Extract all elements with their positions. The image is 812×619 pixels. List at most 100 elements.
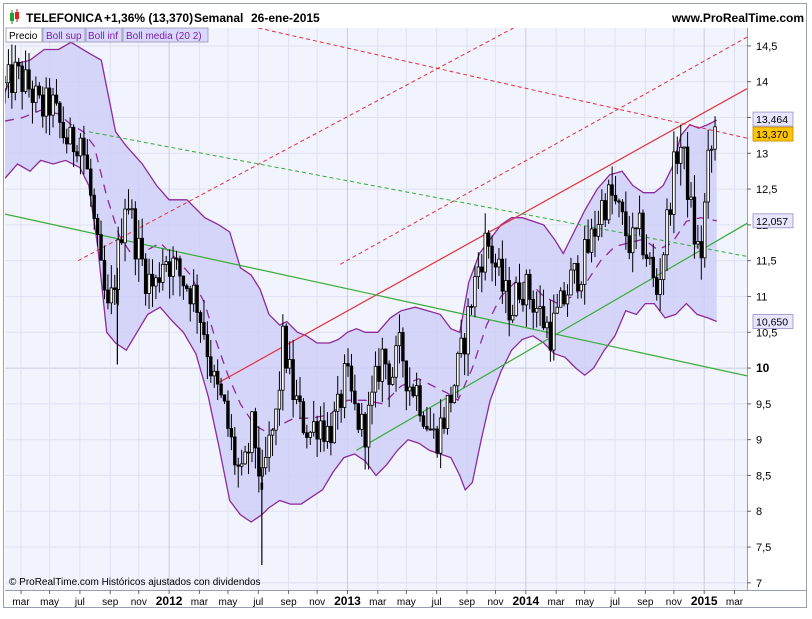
candle-body-down: [298, 395, 302, 403]
candle-body-up: [171, 257, 175, 277]
header-site[interactable]: www.ProRealTime.com: [671, 11, 804, 25]
candle-body-up: [545, 321, 549, 329]
candle-body-up: [342, 363, 347, 408]
candle-body-down: [528, 273, 532, 300]
x-tick-label: 2014: [512, 594, 539, 608]
candle-body-down: [699, 241, 704, 259]
candle-body-down: [47, 87, 52, 116]
candle-body-up: [452, 385, 457, 404]
candle-body-down: [30, 88, 35, 103]
y-tick-label: 7: [756, 578, 762, 590]
candle-body-down: [603, 200, 607, 221]
x-axis: mar may jul sep nov 2012 mar may jul sep nov 2013 ma…: [12, 590, 744, 608]
candle-body-down: [404, 360, 409, 392]
candle-body-up: [366, 404, 371, 448]
candle-body-up: [703, 201, 707, 259]
candle-body-down: [428, 428, 433, 431]
candle-body-up: [34, 85, 38, 103]
candle-body-up: [661, 254, 666, 281]
price-tag-box: [752, 314, 794, 329]
candle-body-up: [13, 61, 17, 93]
candle-body-down: [185, 285, 189, 290]
candle-body-down: [517, 282, 522, 300]
candle-body-up: [473, 276, 477, 308]
candle-body-down: [150, 273, 155, 287]
candle-body-down: [377, 365, 381, 382]
candle-body-up: [606, 184, 611, 221]
candle-body-up: [600, 200, 604, 225]
candle-body-down: [387, 363, 391, 385]
legend: Precio Boll sup Boll inf Boll media (20 …: [5, 27, 209, 43]
candle-body-down: [655, 277, 659, 295]
candle-body-up: [679, 146, 683, 164]
candle-body-up: [397, 332, 402, 347]
legend-boll-sup[interactable]: Boll sup: [46, 31, 82, 42]
candle-body-up: [332, 410, 336, 444]
candle-body-down: [222, 394, 227, 402]
candle-body-up: [579, 283, 583, 292]
candle-body-down: [641, 212, 645, 256]
x-tick-label: 2013: [334, 594, 361, 608]
y-tick-label: 14,5: [756, 41, 777, 53]
candle-body-up: [243, 451, 247, 465]
candle-body-down: [356, 403, 361, 430]
candle-body-down: [89, 168, 93, 196]
candle-body-up: [336, 393, 340, 412]
candle-body-up: [270, 429, 275, 436]
y-tick-label: 8,5: [756, 470, 771, 482]
candle-body-down: [119, 239, 124, 244]
candle-body-up: [325, 425, 330, 442]
candle-body-up: [414, 385, 419, 397]
x-tick-label: mar: [12, 597, 30, 608]
candle-body-up: [665, 209, 669, 256]
candle-body-down: [692, 196, 697, 245]
candle-body-down: [82, 137, 86, 156]
candle-body-down: [198, 312, 203, 323]
candle-body-up: [706, 149, 710, 203]
candle-body-down: [174, 257, 179, 260]
candle-body-down: [613, 194, 618, 202]
x-tick-label: 2012: [156, 594, 183, 608]
header-date: 26-ene-2015: [251, 11, 320, 25]
y-tick-label: 11: [756, 291, 767, 303]
candle-body-up: [308, 431, 312, 438]
candle-body-up: [483, 232, 487, 273]
candle-body-down: [315, 421, 319, 440]
candle-body-up: [565, 294, 570, 305]
x-tick-label: jul: [609, 597, 620, 608]
candle-body-down: [449, 395, 453, 404]
candle-body-up: [154, 277, 158, 287]
candle-body-up: [137, 237, 141, 260]
candle-body-down: [442, 417, 446, 429]
candle-body-down: [668, 209, 673, 215]
legend-price[interactable]: Precio: [9, 31, 38, 42]
price-tag-box: [752, 213, 794, 229]
candle-body-up: [438, 417, 443, 454]
candle-body-up: [164, 261, 168, 265]
candle-body-down: [116, 289, 119, 304]
candle-body-up: [294, 395, 299, 400]
bollinger-upper-line: [5, 41, 717, 344]
candle-body-down: [215, 370, 220, 385]
trend-line-red-dashed: [340, 36, 747, 265]
x-tick-label: sep: [637, 597, 654, 608]
x-tick-label: jul: [252, 597, 263, 608]
candle-body-down: [229, 428, 234, 438]
candle-body-up: [510, 315, 515, 321]
candle-body-down: [260, 482, 264, 490]
candle-body-up: [78, 137, 83, 157]
x-tick-label: may: [575, 597, 594, 608]
legend-boll-inf[interactable]: Boll inf: [88, 31, 118, 42]
candle-body-down: [113, 287, 117, 291]
bollinger-mid-line: [5, 109, 717, 434]
candle-body-down: [562, 290, 566, 305]
trend-line-green: [5, 213, 747, 377]
legend-boll-media[interactable]: Boll media (20 2): [126, 31, 202, 42]
candle-body-down: [421, 415, 426, 427]
y-tick-label: 9,5: [756, 399, 771, 411]
candle-body-down: [65, 137, 69, 145]
price-tag-label: 12,057: [756, 216, 788, 228]
candle-body-down: [71, 126, 76, 153]
candle-body-down: [339, 393, 343, 408]
